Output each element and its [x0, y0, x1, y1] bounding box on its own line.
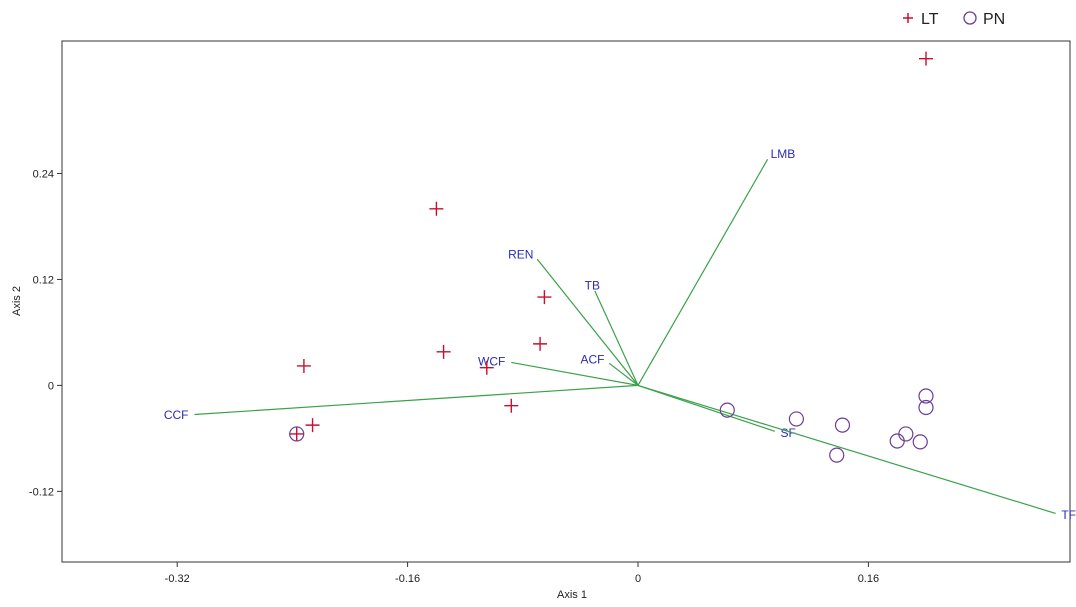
vector-label: REN — [508, 247, 533, 261]
point-lt — [429, 201, 444, 216]
point-lt — [296, 358, 311, 373]
point-lt — [436, 344, 451, 359]
point-pn — [834, 417, 851, 433]
point-lt — [289, 426, 304, 441]
point-pn — [918, 399, 934, 416]
point-pn — [889, 433, 905, 449]
x-tick-label: -0.16 — [395, 573, 420, 585]
point-pn — [918, 388, 934, 404]
vector-line — [594, 290, 639, 386]
point-pn — [719, 402, 735, 418]
point-pn — [289, 426, 305, 442]
y-tick-label: 0 — [48, 380, 54, 392]
point-lt — [919, 51, 933, 66]
vector-line — [194, 384, 639, 416]
vector-line — [536, 258, 639, 386]
point-lt — [504, 398, 519, 413]
y-tick-label: 0.24 — [33, 168, 54, 180]
point-pn — [898, 426, 914, 442]
x-axis-title: Axis 1 — [557, 589, 587, 601]
vector-label: TFS — [1061, 508, 1076, 522]
vector-label: CCF — [164, 408, 189, 422]
vector-line — [637, 384, 775, 432]
legend-label-lt: LT — [921, 11, 939, 28]
vector-line — [608, 362, 639, 386]
vector-line — [511, 361, 639, 386]
plot-frame — [61, 40, 1071, 563]
point-lt — [533, 336, 548, 351]
vector-line — [637, 159, 769, 386]
y-tick-label: 0.12 — [33, 274, 54, 286]
x-tick-label: 0 — [635, 573, 641, 585]
legend-marker-lt — [903, 13, 913, 23]
points-layer — [289, 51, 934, 463]
vectors-layer: LMBRENTBACFWCFCCFSFTFS — [164, 147, 1076, 522]
point-lt — [479, 360, 494, 375]
point-lt — [305, 418, 320, 433]
vector-label: WCF — [478, 354, 505, 368]
legend-marker-pn — [963, 11, 977, 25]
point-pn — [829, 447, 845, 463]
vector-label: TB — [585, 278, 600, 292]
axes-layer: -0.32 -0.16 0 0.16 -0.12 0 0.12 0.24 — [29, 168, 879, 585]
legend: LT PN — [903, 11, 1005, 28]
x-tick-label: 0.16 — [858, 573, 879, 585]
legend-label-pn: PN — [983, 11, 1005, 28]
vector-label: ACF — [580, 353, 604, 367]
vector-line — [637, 384, 1056, 515]
point-pn — [788, 411, 805, 427]
vector-label: LMB — [771, 147, 796, 161]
x-tick-label: -0.32 — [165, 573, 190, 585]
point-pn — [912, 434, 928, 450]
point-lt — [537, 290, 552, 305]
y-tick-label: -0.12 — [29, 486, 54, 498]
y-axis-title: Axis 2 — [11, 286, 23, 316]
